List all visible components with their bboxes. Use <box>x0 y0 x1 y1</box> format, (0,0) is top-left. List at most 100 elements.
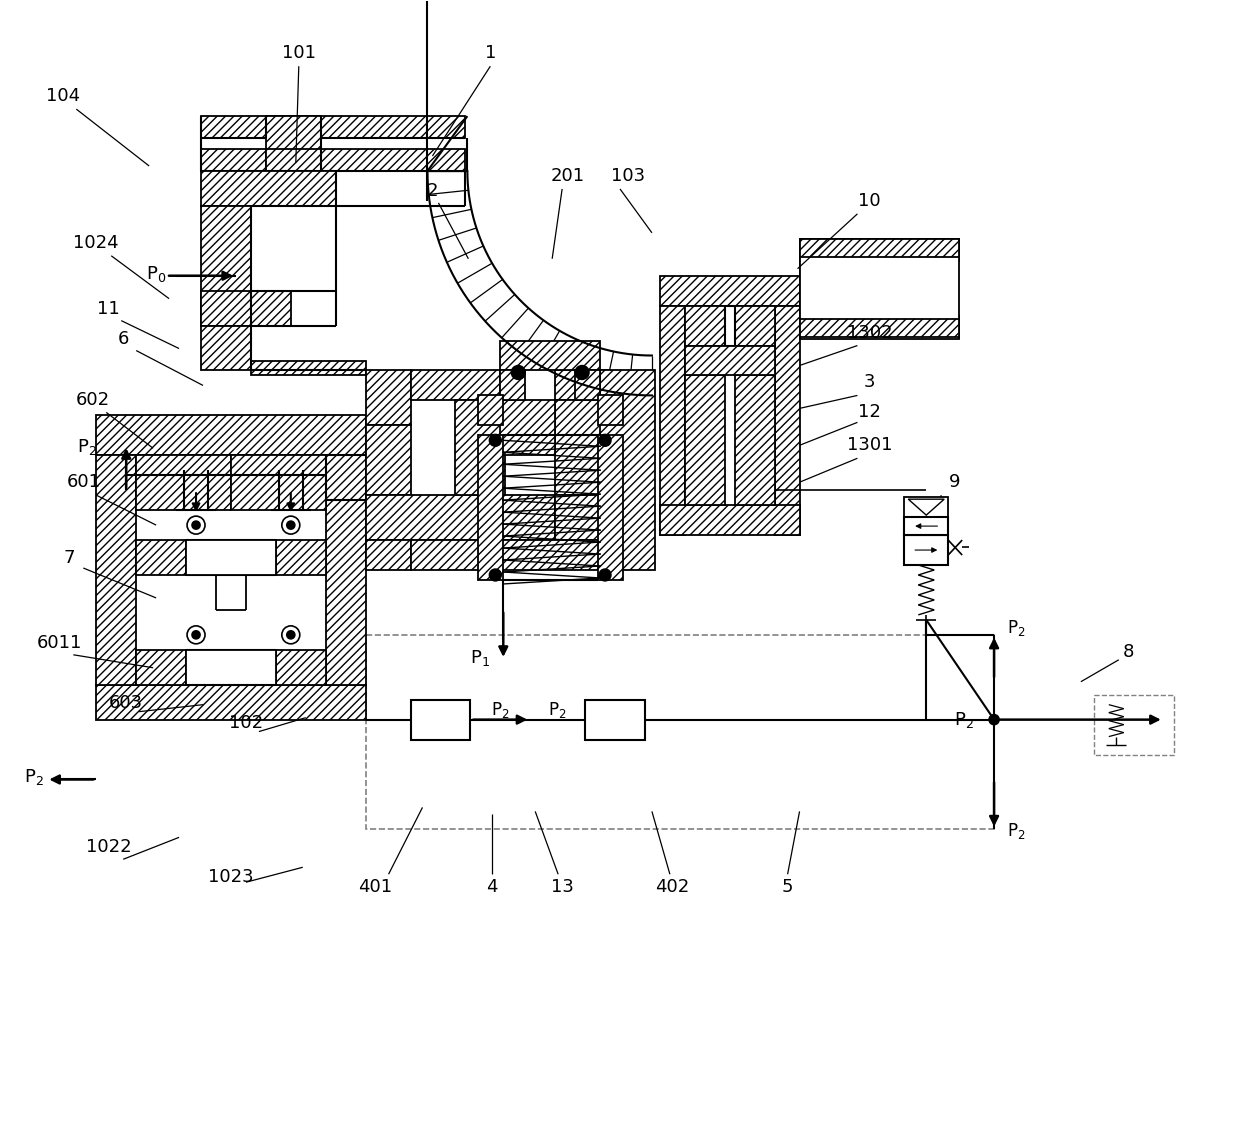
Bar <box>800 239 960 261</box>
Text: 2: 2 <box>427 182 438 200</box>
Text: 1024: 1024 <box>73 233 119 251</box>
Bar <box>684 346 775 376</box>
Text: P$_1$: P$_1$ <box>470 648 490 668</box>
Bar <box>136 541 186 575</box>
Bar <box>556 371 610 401</box>
Bar <box>800 261 825 315</box>
Bar <box>904 497 949 517</box>
Circle shape <box>599 435 611 446</box>
Bar <box>366 541 410 570</box>
Bar <box>265 116 321 171</box>
Bar <box>97 685 366 719</box>
Circle shape <box>490 435 501 446</box>
Bar <box>735 306 775 346</box>
Bar <box>500 401 556 455</box>
Bar <box>410 700 470 740</box>
Bar <box>201 116 465 138</box>
Circle shape <box>192 521 200 529</box>
Bar <box>598 436 622 580</box>
Bar <box>410 371 500 401</box>
Bar <box>660 275 800 306</box>
Bar <box>598 395 622 426</box>
Bar <box>186 650 275 685</box>
Text: P$_2$: P$_2$ <box>24 767 43 787</box>
Circle shape <box>990 715 999 725</box>
Text: 201: 201 <box>551 167 585 185</box>
Circle shape <box>286 521 295 529</box>
Circle shape <box>187 517 205 534</box>
Bar <box>97 415 366 455</box>
Bar <box>904 517 949 535</box>
Text: 101: 101 <box>281 44 316 63</box>
Bar <box>97 455 136 685</box>
Text: 1301: 1301 <box>847 436 892 454</box>
Bar <box>479 395 503 426</box>
Bar <box>775 306 800 535</box>
Text: 402: 402 <box>655 879 689 897</box>
Bar <box>500 340 600 371</box>
Text: 4: 4 <box>486 879 498 897</box>
Text: 13: 13 <box>551 879 574 897</box>
Text: 7: 7 <box>63 549 76 567</box>
Circle shape <box>281 626 300 644</box>
Text: 603: 603 <box>109 694 144 711</box>
Bar <box>1094 694 1173 754</box>
Circle shape <box>286 630 295 638</box>
Bar <box>201 290 291 325</box>
Text: 103: 103 <box>611 167 645 185</box>
Bar <box>479 436 503 580</box>
Circle shape <box>490 569 501 582</box>
Text: 104: 104 <box>46 88 81 105</box>
Bar <box>136 650 186 685</box>
Text: P$_2$: P$_2$ <box>1007 618 1025 638</box>
Bar <box>201 171 336 206</box>
Text: 6: 6 <box>118 330 129 347</box>
Text: 1302: 1302 <box>847 323 893 341</box>
Bar <box>800 239 960 339</box>
Bar <box>201 325 250 371</box>
Circle shape <box>599 569 611 582</box>
Text: P$_0$: P$_0$ <box>146 264 166 283</box>
Bar <box>556 495 600 541</box>
Bar <box>136 455 231 510</box>
Text: 3: 3 <box>863 373 875 391</box>
Text: P$_2$: P$_2$ <box>1007 822 1025 841</box>
Bar <box>800 315 960 338</box>
Text: 6011: 6011 <box>37 634 82 652</box>
Bar <box>366 426 410 495</box>
Bar <box>275 541 326 575</box>
Text: 10: 10 <box>858 192 880 209</box>
Bar <box>326 455 366 685</box>
Circle shape <box>281 517 300 534</box>
Bar <box>455 401 505 495</box>
Circle shape <box>192 630 200 638</box>
Bar <box>275 650 326 685</box>
Bar <box>186 541 275 575</box>
Text: 1022: 1022 <box>87 839 133 856</box>
Bar <box>366 635 994 830</box>
Text: 1023: 1023 <box>208 868 254 887</box>
Text: P$_2$: P$_2$ <box>955 710 973 729</box>
Bar <box>556 401 610 495</box>
Bar <box>735 376 775 505</box>
Text: 8: 8 <box>1123 643 1135 661</box>
Text: 601: 601 <box>66 473 100 492</box>
Bar <box>684 376 724 505</box>
Text: 1: 1 <box>485 44 496 63</box>
Text: 602: 602 <box>76 391 110 410</box>
Circle shape <box>187 626 205 644</box>
Bar <box>660 505 800 535</box>
Text: P$_2$: P$_2$ <box>77 437 97 457</box>
Bar <box>366 371 410 426</box>
Bar <box>600 371 655 570</box>
Bar <box>366 495 556 541</box>
Circle shape <box>511 365 526 379</box>
Circle shape <box>575 365 589 379</box>
Text: 12: 12 <box>858 403 880 421</box>
Bar <box>575 371 600 401</box>
Text: P$_2$: P$_2$ <box>491 700 510 719</box>
Text: 401: 401 <box>358 879 393 897</box>
Bar <box>660 306 684 535</box>
Bar <box>800 239 960 257</box>
Bar <box>201 206 250 325</box>
